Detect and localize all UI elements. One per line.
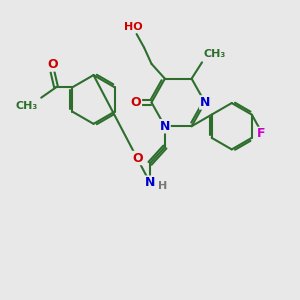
Text: O: O — [132, 152, 143, 164]
Text: CH₃: CH₃ — [16, 101, 38, 111]
Text: N: N — [145, 176, 155, 189]
Text: F: F — [256, 128, 265, 140]
Text: CH₃: CH₃ — [203, 49, 226, 59]
Text: O: O — [131, 96, 141, 109]
Text: O: O — [47, 58, 58, 71]
Text: H: H — [158, 181, 167, 191]
Text: N: N — [160, 120, 170, 133]
Text: HO: HO — [124, 22, 143, 32]
Text: N: N — [200, 96, 210, 109]
